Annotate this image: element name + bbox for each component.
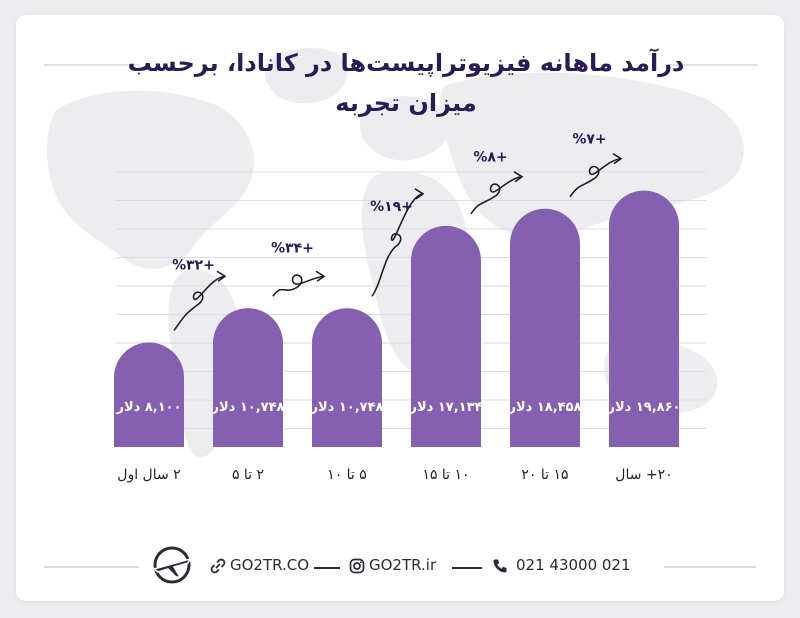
x-tick-label: ۲ تا ۵ <box>232 467 264 483</box>
bar <box>114 342 184 447</box>
bar-value-label: ۱۷,۱۳۴ دلار <box>409 400 483 415</box>
bar <box>411 225 481 447</box>
bar-chart: ۸,۱۰۰ دلار ۲ سال اول ۱۰,۷۴۸ دلار ۲ تا ۵ ۱۰,۷… <box>114 132 706 483</box>
growth-arrowhead <box>513 171 524 183</box>
growth-arrowhead <box>612 152 623 165</box>
logo-plane-icon <box>152 546 192 584</box>
footer-rule-left <box>44 566 139 568</box>
growth-label: %۱۹+ <box>370 199 413 215</box>
growth-arrowhead <box>315 270 326 282</box>
chart-card: درآمد ماهانه فیزیوتراپیست‌ها در کانادا، … <box>16 15 784 601</box>
growth-arrow <box>470 175 523 215</box>
footer-separator-2 <box>452 567 482 569</box>
bar-value-label: ۱۹,۸۶۰ دلار <box>607 400 681 415</box>
growth-arrowhead <box>414 188 425 200</box>
growth-label: %۸+ <box>473 149 507 165</box>
website-link[interactable]: GO2TR.CO <box>230 556 310 574</box>
growth-arrow <box>272 274 325 297</box>
bar <box>609 190 679 447</box>
x-tick-label: ۱۰ تا ۱۵ <box>422 467 469 483</box>
instagram-link[interactable]: GO2TR.ir <box>369 556 437 574</box>
bar <box>213 308 283 447</box>
x-tick-label: ۱۵ تا ۲۰ <box>521 467 568 483</box>
x-tick-label: ۲ سال اول <box>117 467 180 483</box>
x-tick-label: ۵ تا ۱۰ <box>327 467 367 483</box>
title-rule-left <box>44 64 139 66</box>
growth-label: %۳۴+ <box>271 240 314 256</box>
chart-title: درآمد ماهانه فیزیوتراپیست‌ها در کانادا، … <box>127 49 685 117</box>
link-icon <box>210 558 226 574</box>
footer: GO2TR.CO GO2TR.ir 021 43000 021 <box>16 546 784 584</box>
instagram-icon <box>349 558 365 574</box>
bar <box>312 308 382 447</box>
growth-arrow <box>569 157 622 198</box>
x-tick-label: ۲۰+ سال <box>615 467 672 483</box>
bar-value-label: ۱۰,۷۴۸ دلار <box>310 400 384 415</box>
bar <box>510 208 580 447</box>
growth-arrow <box>371 193 424 297</box>
footer-separator-1 <box>314 567 340 569</box>
phone-number[interactable]: 021 43000 021 <box>516 556 631 574</box>
growth-arrow <box>173 275 226 331</box>
bar-value-label: ۱۸,۴۵۸ دلار <box>508 400 582 415</box>
title-rule-right <box>668 64 758 66</box>
phone-icon <box>493 559 507 573</box>
bar-value-label: ۸,۱۰۰ دلار <box>115 400 181 415</box>
growth-arrowhead <box>216 270 227 282</box>
footer-rule-right <box>664 566 756 568</box>
growth-label: %۳۲+ <box>172 257 215 273</box>
bar-value-label: ۱۰,۷۴۸ دلار <box>211 400 285 415</box>
growth-label: %۷+ <box>572 132 606 148</box>
